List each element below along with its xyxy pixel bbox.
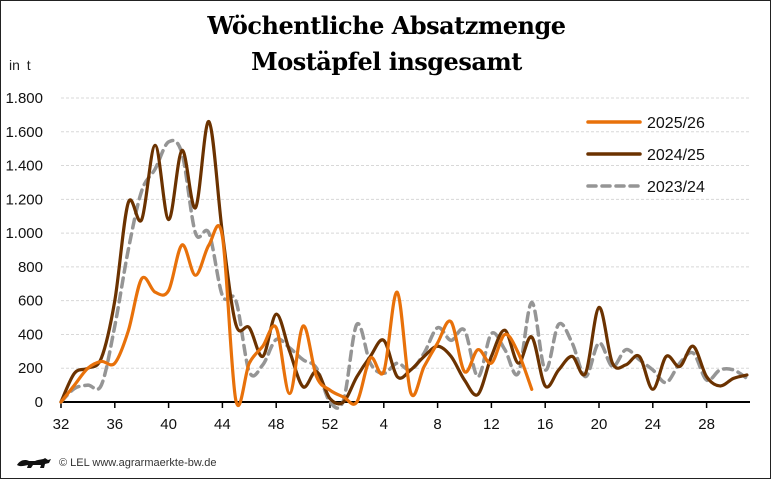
y-tick-label: 1.600 [5,124,43,141]
x-tick-label: 48 [268,416,285,433]
x-tick-label: 20 [591,416,608,433]
footer: © LEL www.agrarmaerkte-bw.de [15,456,217,470]
y-tick-label: 1.800 [5,90,43,107]
series-line-2024-25 [59,120,749,406]
series-line-2025-26 [59,224,534,408]
y-tick-label: 0 [35,394,43,411]
legend-label: 2024/25 [647,147,705,164]
x-tick-label: 4 [380,416,388,433]
x-tick-label: 32 [53,416,70,433]
x-tick-label: 16 [537,416,554,433]
legend-label: 2025/26 [647,115,705,132]
chart-subtitle: Mostäpfel insgesamt [251,47,522,76]
y-tick-label: 400 [18,326,43,343]
chart-title: Wöchentliche Absatzmenge [207,11,566,40]
x-tick-label: 44 [214,416,231,433]
y-tick-label: 600 [18,293,43,310]
x-tick-label: 24 [644,416,661,433]
series-line-2023-24 [59,138,749,410]
x-tick-label: 28 [698,416,715,433]
y-tick-label: 200 [18,360,43,377]
lion-logo-icon [17,458,51,468]
copyright-text: © LEL www.agrarmaerkte-bw.de [59,457,217,469]
y-tick-label: 1.200 [5,191,43,208]
x-tick-label: 12 [483,416,500,433]
x-tick-label: 36 [106,416,123,433]
legend-label: 2023/24 [647,179,705,196]
y-tick-label: 1.000 [5,225,43,242]
y-axis-unit: in t [9,57,31,73]
x-tick-label: 52 [322,416,339,433]
x-tick-label: 8 [433,416,441,433]
y-tick-label: 1.400 [5,158,43,175]
y-tick-label: 800 [18,259,43,276]
x-tick-label: 40 [160,416,177,433]
